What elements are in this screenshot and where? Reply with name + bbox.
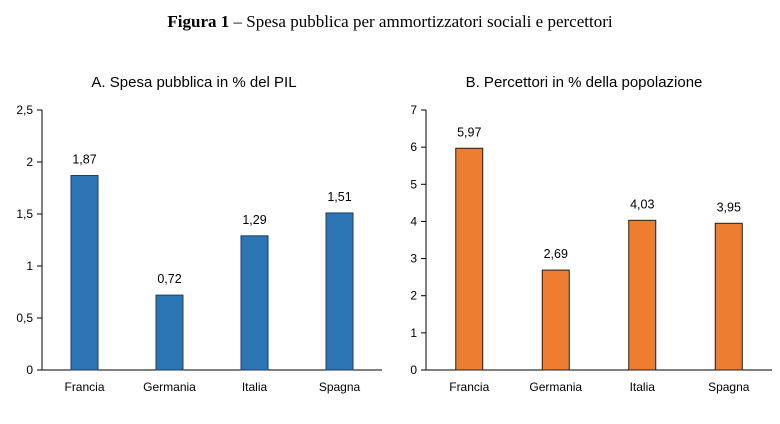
x-tick-label: Germania (529, 380, 582, 394)
bar-italia (628, 219, 657, 371)
y-tick-label: 5 (410, 177, 417, 191)
figure-separator: – (229, 12, 247, 31)
bar-italia (240, 235, 269, 371)
x-tick-label: Spagna (319, 380, 361, 394)
chart-title: A. Spesa pubblica in % del PIL (91, 74, 296, 91)
bar-germania (541, 269, 570, 371)
bar-francia (70, 175, 99, 371)
x-tick-label: Francia (64, 380, 104, 394)
data-label: 3,95 (717, 200, 741, 214)
chart-title: B. Percettori in % della popolazione (466, 74, 703, 91)
x-tick-label: Germania (143, 380, 196, 394)
y-tick-label: 0 (410, 363, 417, 377)
chart-a: A. Spesa pubblica in % del PIL 0 0,5 1 1,5 2 2… (16, 74, 382, 394)
data-label: 1,87 (72, 153, 96, 167)
data-label: 1,51 (327, 190, 351, 204)
y-tick-label: 3 (410, 252, 417, 266)
y-tick-label: 4 (410, 214, 417, 228)
y-tick-label: 1 (410, 326, 417, 340)
x-tick-label: Italia (242, 380, 268, 394)
y-tick-label: 6 (410, 140, 417, 154)
bar-germania (155, 294, 184, 371)
x-tick-label: Italia (630, 380, 656, 394)
y-tick-label: 0,5 (16, 311, 33, 325)
data-label: 4,03 (630, 197, 654, 211)
y-tick-label: 0 (26, 363, 33, 377)
data-label: 0,72 (157, 272, 181, 286)
y-tick-label: 7 (410, 103, 417, 117)
bar-spagna (714, 222, 743, 371)
figure-title: Figura 1 – Spesa pubblica per ammortizza… (0, 12, 780, 32)
y-tick-label: 2,5 (16, 103, 33, 117)
data-label: 2,69 (544, 247, 568, 261)
data-label: 1,29 (242, 213, 266, 227)
y-tick-label: 1,5 (16, 207, 33, 221)
y-tick-label: 1 (26, 259, 33, 273)
chart-b: B. Percettori in % della popolazione 0 1 2 3… (410, 74, 772, 394)
y-tick-label: 2 (410, 289, 417, 303)
data-label: 5,97 (457, 125, 481, 139)
bar-francia (455, 147, 484, 371)
bar-spagna (325, 212, 354, 371)
figure-title-text: Spesa pubblica per ammortizzatori social… (246, 12, 613, 31)
x-tick-label: Francia (449, 380, 489, 394)
figure-label: Figura 1 (167, 12, 230, 31)
y-tick-label: 2 (26, 155, 33, 169)
x-tick-label: Spagna (708, 380, 750, 394)
